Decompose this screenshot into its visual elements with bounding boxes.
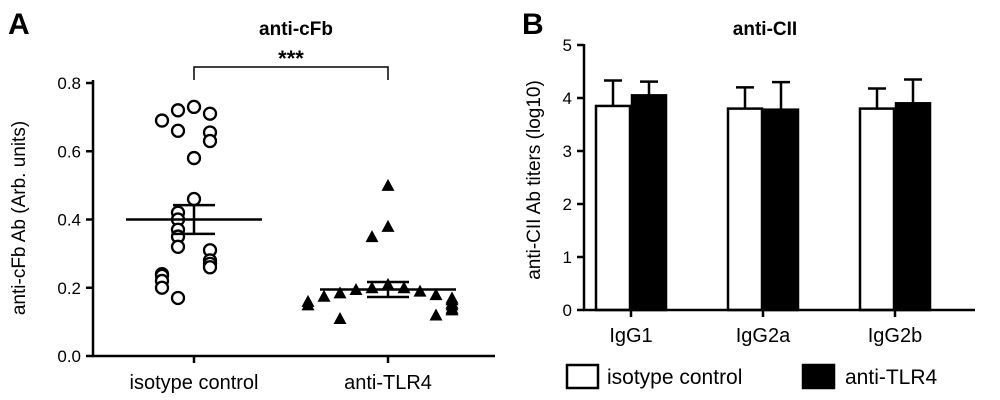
panel-a-point-anti-tlr4-2 [365,230,379,243]
legend: isotype control anti-TLR4 [565,363,938,390]
panel-b-bar-anti-tlr4-igg2a [762,108,800,312]
panel-b-y-tick-label-2: 2 [563,195,572,214]
panel-a-y-tick-label-4: 0.8 [57,74,81,93]
panel-a-title: anti-cFb [259,19,333,40]
panel-b-bar-isotype-control-igg2b [858,107,896,312]
panel-b-y-tick-label-1: 1 [563,248,572,267]
panel-a-point-isotype-control-6 [202,133,218,149]
panel-b-letter: B [522,8,544,41]
panel-b-category-label-igg2a: IgG2a [736,325,791,347]
panel-a-point-anti-tlr4-0 [381,178,395,191]
panel-a-y-tick-label-1: 0.2 [57,279,81,298]
panel-a-point-isotype-control-13 [170,239,186,254]
panel-a-point-isotype-control-7 [186,150,202,166]
panel-a-point-isotype-control-21 [154,280,170,295]
panel-a-category-label-anti-tlr4: anti-TLR4 [344,372,432,394]
panel-b-y-tick-label-5: 5 [563,36,572,55]
panel-a-point-anti-tlr4-18 [445,303,459,316]
panel-b-bar-anti-tlr4-igg1 [630,94,668,312]
panel-a-point-anti-tlr4-10 [317,289,331,302]
panel-a-point-isotype-control-22 [170,290,186,306]
panel-b-x-ticks: IgG1 IgG2a IgG2b [609,310,922,347]
panel-a-point-anti-tlr4-16 [301,298,315,311]
panel-b-category-label-igg1: IgG1 [609,325,652,347]
panel-a-y-axis-label: anti-cFb Ab (Arb. units) [9,121,30,315]
panel-a-point-anti-tlr4-1 [381,219,395,232]
panel-b: B anti-CII anti-CII Ab titers (log10) 0 1… [522,8,975,390]
legend-item-isotype-control: isotype control [565,363,742,390]
panel-a-y-tick-label-3: 0.6 [57,142,81,161]
panel-a-point-anti-tlr4-8 [333,286,347,299]
panel-a-point-isotype-control-8 [186,191,202,207]
panel-b-y-tick-label-0: 0 [563,301,572,320]
panel-a-y-tick-label-2: 0.4 [57,211,81,230]
panel-b-y-ticks: 0 1 2 3 4 5 [563,36,584,320]
significance-label: *** [278,46,304,71]
legend-swatch-anti-tlr4 [801,363,836,390]
legend-swatch-isotype-control [565,363,600,390]
panel-a-point-anti-tlr4-19 [429,308,443,321]
panel-b-title: anti-CII [733,19,797,40]
panel-b-bars [594,78,932,312]
panel-b-category-label-igg2b: IgG2b [868,325,922,347]
panel-a-letter: A [8,8,30,41]
panel-b-bar-isotype-control-igg2a [726,107,764,312]
panel-a-point-isotype-control-17 [202,260,218,275]
panel-a-mean-sem [126,203,456,299]
panel-a-point-anti-tlr4-20 [333,311,347,324]
panel-a-point-isotype-control-3 [154,113,170,128]
panel-a-point-isotype-control-0 [186,99,202,115]
panel-a: A anti-cFb anti-cFb Ab (Arb. units) 0.00… [8,8,495,394]
legend-item-anti-tlr4: anti-TLR4 [801,363,938,390]
panel-b-y-axis-label: anti-CII Ab titers (log10) [524,80,545,280]
panel-b-y-tick-label-3: 3 [563,142,572,161]
panel-b-y-tick-label-4: 4 [563,89,572,108]
legend-label-anti-tlr4: anti-TLR4 [845,366,938,389]
panel-a-category-label-isotype-control: isotype control [130,372,259,394]
panel-a-y-tick-label-0: 0.0 [57,347,81,366]
panel-a-point-isotype-control-1 [170,103,186,118]
panel-b-bar-anti-tlr4-igg2b [894,102,932,312]
legend-label-isotype-control: isotype control [607,366,742,389]
panel-a-y-ticks: 0.0 0.2 0.4 0.6 0.8 [57,74,93,366]
significance-bracket [193,66,389,80]
panel-a-point-anti-tlr4-9 [429,288,443,301]
panel-a-point-isotype-control-4 [170,123,186,138]
panel-a-x-ticks: isotype control anti-TLR4 [130,356,432,394]
panel-a-point-isotype-control-2 [202,106,218,121]
panel-b-bar-isotype-control-igg1 [594,104,632,312]
